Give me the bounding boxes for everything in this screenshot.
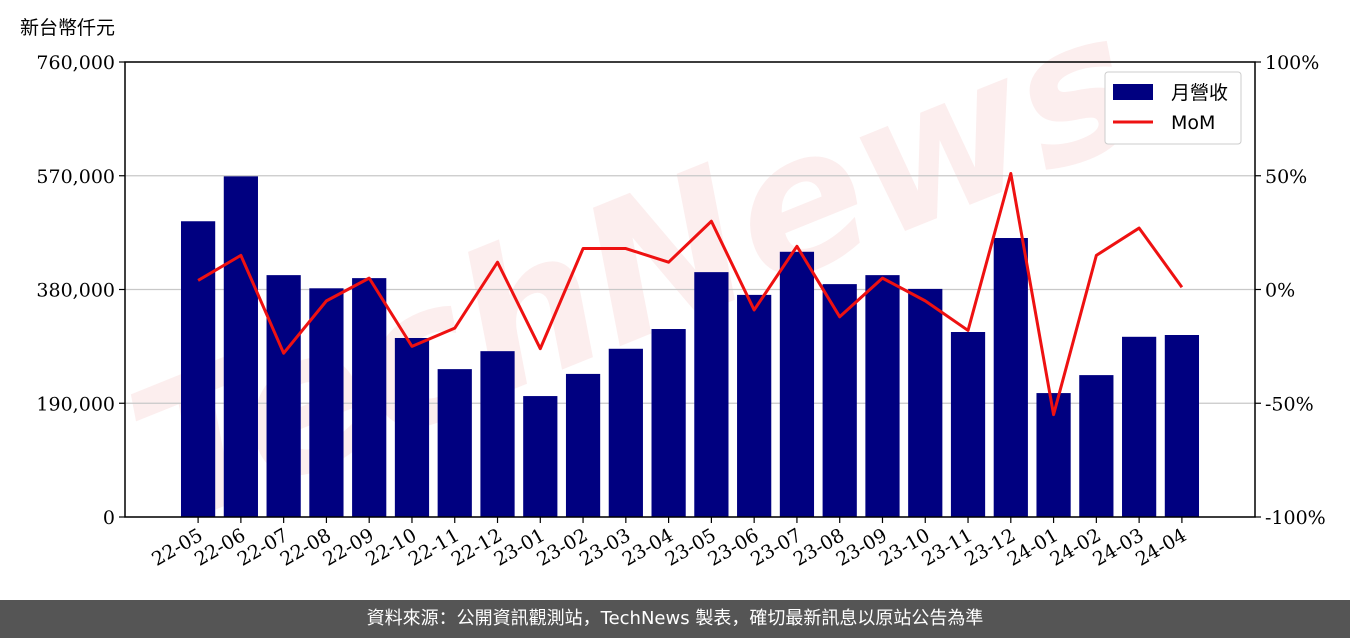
bar — [480, 351, 515, 517]
y2-tick-label: 50% — [1265, 166, 1307, 188]
y-tick-label: 190,000 — [36, 393, 115, 415]
chart: 新台幣仟元 TechNews 0190,000380,000570,000760… — [20, 0, 1326, 571]
legend-label: 月營收 — [1171, 82, 1228, 104]
y2-tick-label: -50% — [1265, 393, 1314, 415]
y-tick-label: 570,000 — [36, 166, 115, 188]
bar — [352, 278, 387, 517]
bar — [523, 396, 558, 517]
bar — [1079, 375, 1114, 517]
y-tick-label: 760,000 — [36, 52, 115, 74]
plot-frame — [124, 61, 1256, 518]
bar — [394, 337, 430, 517]
bar — [180, 221, 216, 517]
bar — [993, 238, 1028, 517]
bar — [822, 284, 857, 517]
bar — [779, 251, 815, 517]
y-axis-label: 新台幣仟元 — [20, 17, 115, 39]
line — [197, 171, 1184, 417]
legend-label: MoM — [1171, 112, 1215, 134]
bar — [223, 176, 258, 517]
bar — [309, 288, 344, 517]
footer: 資料來源：公開資訊觀測站，TechNews 製表，確切最新訊息以原站公告為準 — [0, 600, 1350, 638]
x-tick-label: 24-04 — [1132, 524, 1190, 570]
bar — [908, 288, 943, 517]
y2-tick-label: 0% — [1265, 280, 1295, 302]
legend-swatch — [1113, 84, 1153, 100]
y2-tick-label: 100% — [1265, 52, 1319, 74]
bar — [1164, 335, 1200, 517]
bar — [694, 272, 729, 517]
y-tick-label: 380,000 — [36, 280, 115, 302]
bar — [865, 275, 900, 517]
bar — [737, 294, 772, 517]
bar — [651, 329, 686, 517]
bar — [950, 332, 986, 517]
bar — [1122, 336, 1157, 517]
y-tick-label: 0 — [103, 507, 115, 529]
y2-tick-label: -100% — [1265, 507, 1326, 529]
bar — [266, 275, 301, 517]
bar — [437, 369, 472, 517]
bar — [608, 348, 643, 517]
bar — [565, 373, 601, 517]
